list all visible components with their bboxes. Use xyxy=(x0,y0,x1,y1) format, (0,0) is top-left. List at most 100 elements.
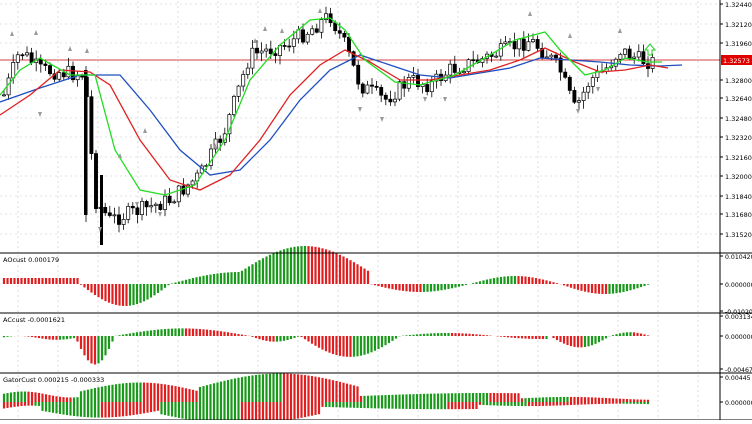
fractal-down-arrow xyxy=(423,97,427,102)
candle-body xyxy=(379,87,384,96)
panel-labels: AOcust 0.000179 ACcust -0.0001621 GatorCus… xyxy=(3,256,104,384)
candle-body xyxy=(2,94,6,97)
candle-body xyxy=(158,203,163,210)
candle-body xyxy=(89,96,94,154)
price-tick-label: 1.32120 xyxy=(725,21,752,29)
line-lips xyxy=(0,17,662,196)
candle-body xyxy=(48,65,52,75)
price-tick-label: 1.31840 xyxy=(725,193,752,201)
candle-body xyxy=(590,77,595,87)
candle-body xyxy=(627,48,632,59)
candle-body xyxy=(411,75,416,78)
candle-body xyxy=(448,63,453,76)
candle-body xyxy=(126,205,131,220)
candle-body xyxy=(103,207,108,214)
candle-body xyxy=(218,138,223,143)
candle-body xyxy=(636,51,641,58)
panel-label: AOcust 0.000179 xyxy=(3,256,59,264)
candle-body xyxy=(586,86,591,93)
candle-body xyxy=(167,195,172,204)
price-tick-label: 1.32640 xyxy=(725,95,752,103)
candle-body xyxy=(397,81,402,100)
candle-body xyxy=(310,28,315,35)
candle-body xyxy=(112,214,117,217)
candle-body xyxy=(503,41,508,45)
candle-body xyxy=(11,62,16,79)
panel-label: ACcust -0.0001621 xyxy=(3,316,65,324)
fractal-up-arrow xyxy=(280,28,284,33)
panel-label: GatorCust 0.000215 -0.000333 xyxy=(3,376,104,384)
price-tick-label: 1.31680 xyxy=(725,211,752,219)
panel-tick-label: 0.010420 xyxy=(725,254,752,261)
fractal-down-arrow xyxy=(358,107,362,112)
price-tick-label: 1.32800 xyxy=(725,77,752,85)
fractal-down-arrow xyxy=(596,87,600,92)
fractal-down-arrow xyxy=(576,109,580,114)
fractal-up-arrow xyxy=(568,33,572,38)
candle-body xyxy=(71,65,75,81)
candle-body xyxy=(135,207,140,216)
candle-body xyxy=(273,53,278,56)
fractal-down-arrow xyxy=(135,202,139,207)
candle-body xyxy=(291,38,296,47)
candle-body xyxy=(324,13,328,21)
panel-tick-label: -0.0046781 xyxy=(725,367,752,374)
candle-body xyxy=(176,185,181,203)
candle-body xyxy=(213,138,218,150)
candle-body xyxy=(531,39,535,43)
fractal-up-arrow xyxy=(213,143,217,148)
candle-body xyxy=(117,214,121,225)
candle-body xyxy=(130,205,135,209)
fractal-down-arrow xyxy=(38,112,42,117)
candle-body xyxy=(314,28,319,33)
candle-body xyxy=(301,29,305,43)
price-tick-label: 1.32320 xyxy=(725,134,752,142)
candle-body xyxy=(186,184,190,195)
candle-body xyxy=(100,175,103,245)
fractal-up-arrow xyxy=(85,48,89,53)
fractal-up-arrow xyxy=(318,8,322,13)
candle-body xyxy=(255,47,259,54)
fractal-down-arrow xyxy=(158,212,162,217)
candle-body xyxy=(144,201,149,208)
grid-lines xyxy=(0,1,720,419)
fractal-arrows xyxy=(10,8,657,232)
candle-body xyxy=(641,51,646,65)
candle-body xyxy=(393,98,397,103)
candle-body xyxy=(558,57,563,73)
candle-body xyxy=(305,33,310,43)
candle-body xyxy=(282,45,287,47)
candle-body xyxy=(521,38,526,51)
candle-body xyxy=(549,54,554,58)
fractal-up-arrow xyxy=(10,31,14,36)
candle-body xyxy=(181,185,186,195)
fractal-down-arrow xyxy=(443,97,447,102)
candle-body xyxy=(466,59,471,72)
fractal-up-arrow xyxy=(528,11,532,16)
candle-body xyxy=(512,41,517,50)
candle-body xyxy=(57,72,62,80)
candle-body xyxy=(623,48,627,55)
candle-body xyxy=(650,56,655,69)
candle-body xyxy=(121,219,126,225)
candle-body xyxy=(563,71,568,78)
candle-body xyxy=(540,48,545,58)
fractal-up-arrow xyxy=(263,26,267,31)
candle-body xyxy=(535,39,540,49)
candle-body xyxy=(452,63,457,73)
candle-body xyxy=(140,201,144,216)
candle-body xyxy=(383,94,388,100)
candle-body xyxy=(471,59,476,62)
candle-body xyxy=(15,54,20,63)
current-price-box xyxy=(721,55,752,65)
candle-body xyxy=(618,53,623,60)
candle-body xyxy=(388,98,393,103)
candle-body xyxy=(259,50,264,54)
candle-body xyxy=(29,52,34,63)
candle-body xyxy=(66,65,71,78)
fractal-up-arrow xyxy=(118,153,122,158)
candle-body xyxy=(554,54,558,59)
fractal-up-arrow xyxy=(68,46,72,51)
candle-body xyxy=(241,74,246,87)
